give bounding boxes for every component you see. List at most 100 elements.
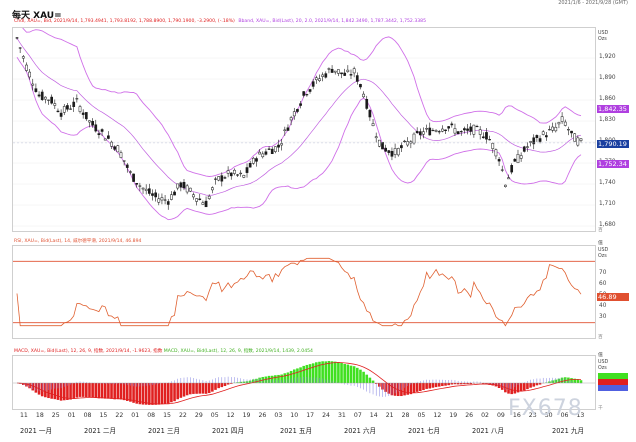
candle [573,133,577,142]
x-day-label: 25 [51,412,60,419]
candle [516,149,520,164]
candle [500,165,504,173]
macd-bar [431,383,435,388]
macd-bar [296,368,299,383]
macd-bar [286,372,290,383]
bollinger-legend: Bband, XAU=, Bid(Last), 20, 2.0, 2021/9/… [238,19,427,24]
macd-panel[interactable] [12,355,596,410]
price-tick-label: 1,680 [599,222,616,228]
candle [554,122,558,133]
x-day-label: 23 [528,412,537,419]
top-bar: 2021/1/6 - 2021/9/28 (GMT) [0,0,636,8]
candle [135,182,139,188]
candle [107,131,110,140]
macd-bar [579,380,583,383]
rsi-tick-label: 40 [599,303,607,309]
candle [220,172,224,187]
macd-bar [415,383,419,392]
candle [198,193,202,201]
x-day-label: 30 [544,412,553,419]
price-panel[interactable] [12,27,596,232]
date-range: 2021/1/6 - 2021/9/28 (GMT) [558,0,628,6]
x-day-label: 24 [322,412,330,419]
macd-bar [148,383,151,405]
candle [66,103,69,112]
macd-bar [229,383,233,384]
macd-bar [97,383,101,399]
macd-bar [110,383,113,399]
candle [343,68,347,77]
candle [151,189,154,201]
macd-bar [526,383,529,390]
candle [529,140,532,147]
rsi-legend: RSI, XAU=, Bid(Last), 14, 威尔德平滑, 2021/9/… [14,239,142,244]
candle [491,142,495,154]
candle [403,139,406,143]
candle [40,89,44,101]
macd-bar [355,367,359,383]
rsi-panel[interactable] [12,245,596,339]
macd-bar [573,378,576,383]
candle [292,107,296,120]
macd-bar [456,383,460,385]
x-day-label: 08 [83,412,92,419]
macd-bar [53,383,57,400]
candle [258,149,261,155]
candle [185,183,189,195]
macd-bar [75,383,79,398]
macd-bar [47,383,50,399]
candle [305,93,309,97]
candle [535,134,539,142]
candle [207,194,211,200]
candle [453,123,457,136]
x-day-label: 26 [465,412,474,419]
macd-bar [113,383,116,400]
macd-bar [50,383,53,399]
macd-legend: MACD, XAU=, Bid(Last), 12, 26, 9, 指数, 20… [14,348,313,354]
macd-bar [188,383,192,395]
macd-bar [277,374,280,383]
chart-title: 每天 XAU= [12,11,62,21]
price-tick-label: 1,710 [599,201,616,207]
candle [188,187,192,193]
price-legend: Cndl, XAU=, Bid, 2021/9/14, 1,793.4941, … [14,19,428,24]
macd-bar [56,383,60,400]
candle [314,75,318,84]
candle [78,104,82,114]
candle [469,122,473,136]
candle [346,65,350,73]
x-day-label: 19 [242,412,251,419]
x-day-label: 28 [401,412,410,419]
macd-bar [141,383,145,405]
macd-bar [327,361,331,383]
macd-bar [195,383,198,394]
macd-bar [463,383,466,385]
candle [267,146,271,151]
x-month-label: 2021 一月 [20,427,53,435]
macd-bar [403,383,406,396]
candle [236,174,239,177]
macd-bar [129,383,132,402]
x-month-label: 2021 四月 [212,427,245,435]
candle [270,146,274,154]
macd-bar [570,378,573,383]
x-day-label: 14 [369,412,378,419]
candle [195,198,198,206]
candle [510,163,514,175]
candle [488,135,491,141]
candle [211,186,214,194]
rsi-axis: 值 USD Ozs [596,241,632,339]
macd-bar [185,383,189,396]
macd-bar [138,383,142,405]
macd-bar [182,383,186,397]
x-day-label: 17 [306,412,315,419]
candle [463,126,466,134]
candle [88,120,91,128]
x-day-label: 12 [226,412,235,419]
macd-bar [450,383,454,385]
candle [72,97,76,112]
candle [396,147,400,157]
candle [31,78,35,91]
x-day-label: 07 [353,412,362,419]
candle [563,119,567,127]
